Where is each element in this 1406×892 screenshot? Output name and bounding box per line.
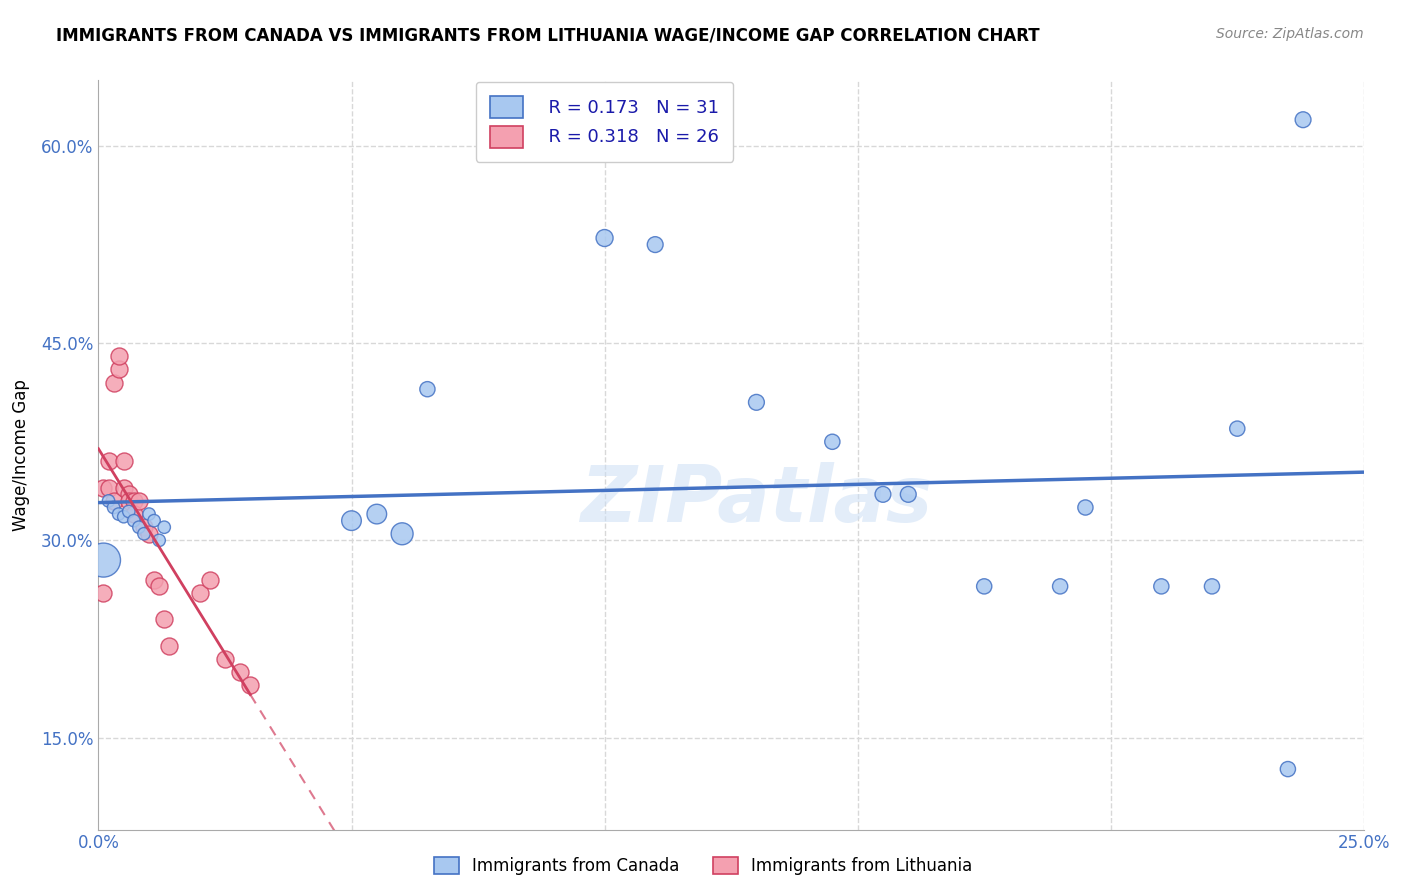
Point bbox=[118, 494, 141, 508]
Point bbox=[118, 504, 141, 518]
Point bbox=[103, 500, 125, 515]
Point bbox=[107, 362, 129, 376]
Point bbox=[214, 651, 236, 665]
Point bbox=[416, 382, 439, 396]
Point bbox=[1226, 422, 1249, 436]
Point bbox=[198, 573, 221, 587]
Point bbox=[112, 509, 135, 524]
Point bbox=[93, 586, 115, 600]
Point bbox=[112, 481, 135, 495]
Point bbox=[138, 507, 160, 521]
Point bbox=[593, 231, 616, 245]
Point bbox=[122, 507, 145, 521]
Legend:   R = 0.173   N = 31,   R = 0.318   N = 26: R = 0.173 N = 31, R = 0.318 N = 26 bbox=[475, 82, 734, 162]
Point bbox=[97, 481, 120, 495]
Point bbox=[188, 586, 211, 600]
Point bbox=[1049, 579, 1071, 593]
Point bbox=[103, 376, 125, 390]
Point bbox=[872, 487, 894, 501]
Point bbox=[157, 639, 180, 653]
Point bbox=[103, 494, 125, 508]
Point bbox=[93, 553, 115, 567]
Point bbox=[153, 612, 176, 626]
Point bbox=[340, 514, 363, 528]
Text: Source: ZipAtlas.com: Source: ZipAtlas.com bbox=[1216, 27, 1364, 41]
Point bbox=[107, 507, 129, 521]
Point bbox=[122, 494, 145, 508]
Point bbox=[644, 237, 666, 252]
Point bbox=[1074, 500, 1097, 515]
Point bbox=[138, 526, 160, 541]
Point bbox=[132, 526, 155, 541]
Point bbox=[132, 520, 155, 534]
Point bbox=[366, 507, 388, 521]
Point bbox=[97, 494, 120, 508]
Point bbox=[821, 434, 844, 449]
Point bbox=[97, 454, 120, 468]
Point bbox=[229, 665, 252, 679]
Point bbox=[391, 526, 413, 541]
Point bbox=[239, 678, 262, 692]
Text: IMMIGRANTS FROM CANADA VS IMMIGRANTS FROM LITHUANIA WAGE/INCOME GAP CORRELATION : IMMIGRANTS FROM CANADA VS IMMIGRANTS FRO… bbox=[56, 27, 1040, 45]
Point bbox=[897, 487, 920, 501]
Legend: Immigrants from Canada, Immigrants from Lithuania: Immigrants from Canada, Immigrants from … bbox=[426, 849, 980, 884]
Point bbox=[143, 573, 166, 587]
Point bbox=[128, 494, 150, 508]
Point bbox=[1150, 579, 1173, 593]
Point bbox=[128, 520, 150, 534]
Point bbox=[107, 349, 129, 363]
Point bbox=[93, 481, 115, 495]
Point bbox=[122, 514, 145, 528]
Point bbox=[143, 514, 166, 528]
Text: ZIPatlas: ZIPatlas bbox=[581, 462, 932, 538]
Point bbox=[1201, 579, 1223, 593]
Point bbox=[1277, 762, 1299, 776]
Point bbox=[148, 533, 170, 548]
Point bbox=[148, 579, 170, 593]
Point bbox=[153, 520, 176, 534]
Point bbox=[973, 579, 995, 593]
Point bbox=[112, 454, 135, 468]
Point bbox=[745, 395, 768, 409]
Y-axis label: Wage/Income Gap: Wage/Income Gap bbox=[11, 379, 30, 531]
Point bbox=[1292, 112, 1315, 127]
Point bbox=[118, 487, 141, 501]
